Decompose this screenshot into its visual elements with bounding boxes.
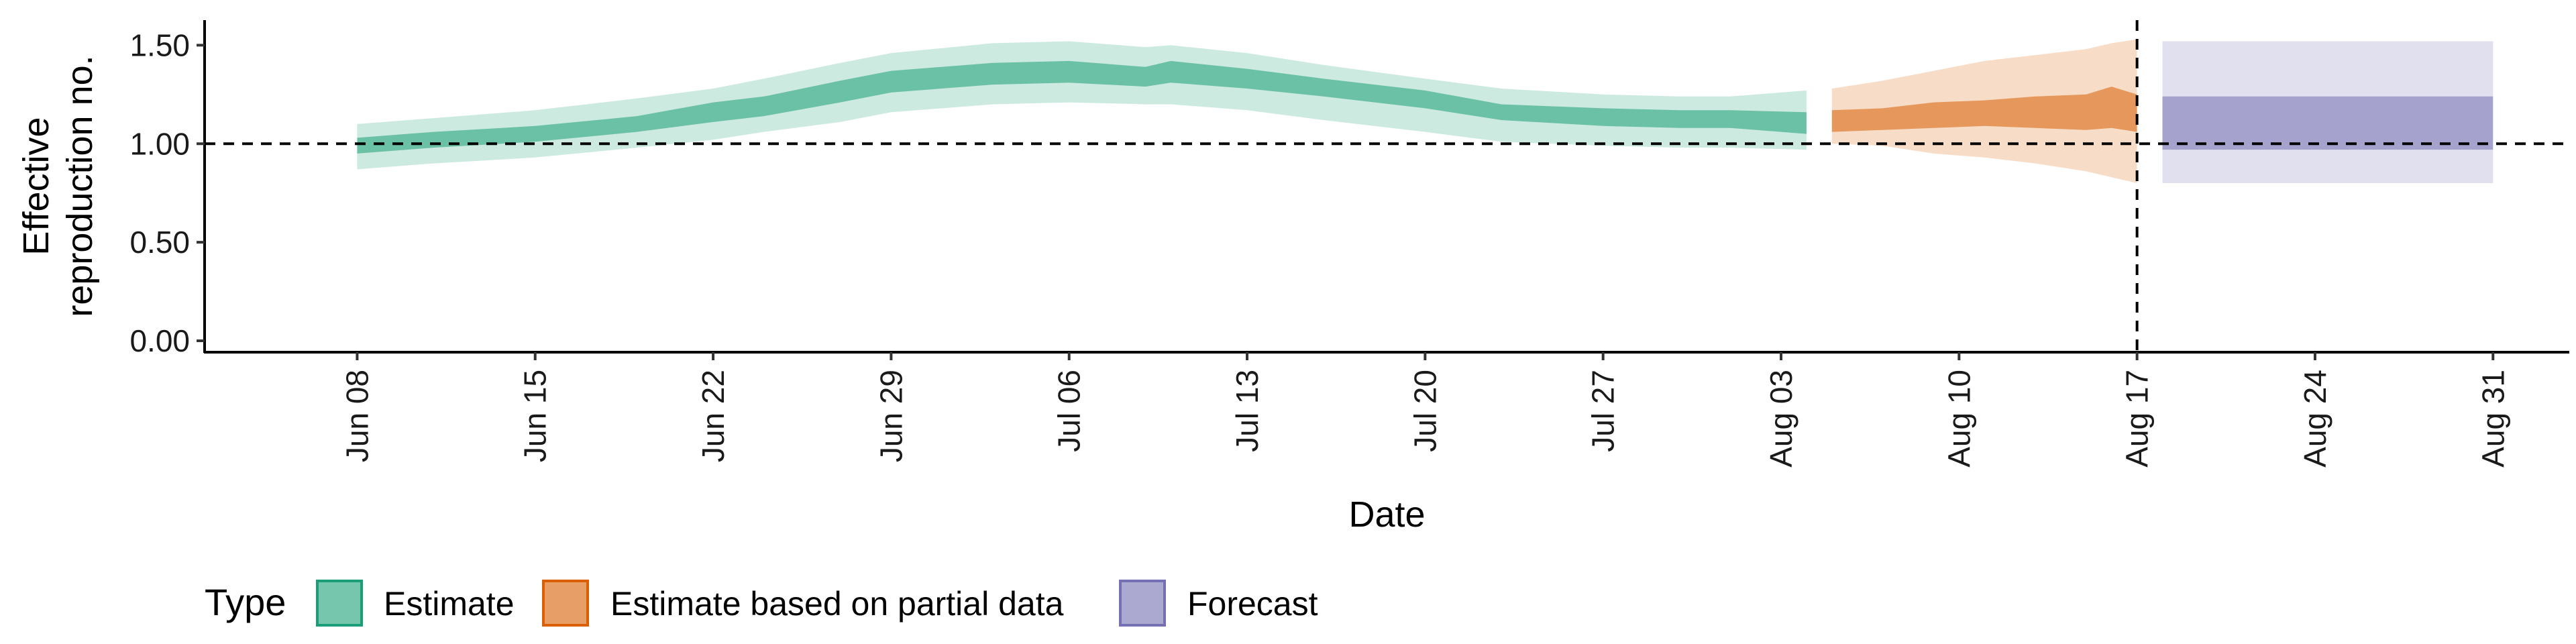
- forecast-band-50: [2162, 96, 2493, 150]
- y-axis-title-line: Effective: [16, 117, 56, 255]
- y-tick-label: 0.00: [129, 323, 190, 358]
- x-tick-label: Jun 08: [339, 370, 374, 462]
- bands-layer: [357, 39, 2493, 183]
- x-tick-label: Jul 13: [1230, 370, 1265, 452]
- y-tick-label: 1.50: [129, 28, 190, 62]
- x-tick-label: Jul 20: [1407, 370, 1442, 452]
- x-tick-label: Jun 15: [518, 370, 553, 462]
- legend-key-estimate: [316, 580, 363, 627]
- estimate-band-90: [357, 41, 1807, 170]
- x-tick-label: Aug 10: [1941, 370, 1976, 468]
- legend-label: Forecast: [1187, 585, 1318, 623]
- x-tick-label: Jul 27: [1586, 370, 1621, 452]
- legend-label: Estimate: [384, 585, 515, 623]
- legend-label: Estimate based on partial data: [610, 585, 1064, 623]
- legend-key-estimate-based-on-partial-data: [542, 580, 589, 627]
- x-axis-title: Date: [1348, 494, 1425, 535]
- estimate-band-50: [357, 60, 1807, 154]
- y-tick-label: 1.00: [129, 126, 190, 161]
- legend: Type Estimate Estimate based on partial da…: [205, 580, 1318, 627]
- axes-layer: 0.00 0.50 1.00 1.50 Jun 08 Jun 15 Jun 22 Jun 29…: [16, 20, 2569, 535]
- estimate-based-on-partial-data-band-50: [1831, 87, 2137, 132]
- legend-key-forecast: [1119, 580, 1166, 627]
- y-axis-title-line: reproduction no.: [60, 55, 100, 317]
- x-tick-label: Jun 29: [873, 370, 908, 462]
- x-tick-label: Jul 06: [1052, 370, 1087, 452]
- legend-title: Type: [205, 581, 286, 623]
- x-tick-label: Jun 22: [696, 370, 731, 462]
- x-tick-label: Aug 03: [1764, 370, 1799, 468]
- y-tick-label: 0.50: [129, 225, 190, 260]
- x-tick-label: Aug 24: [2298, 370, 2332, 468]
- x-tick-label: Aug 17: [2120, 370, 2155, 468]
- x-tick-label: Aug 31: [2475, 370, 2510, 468]
